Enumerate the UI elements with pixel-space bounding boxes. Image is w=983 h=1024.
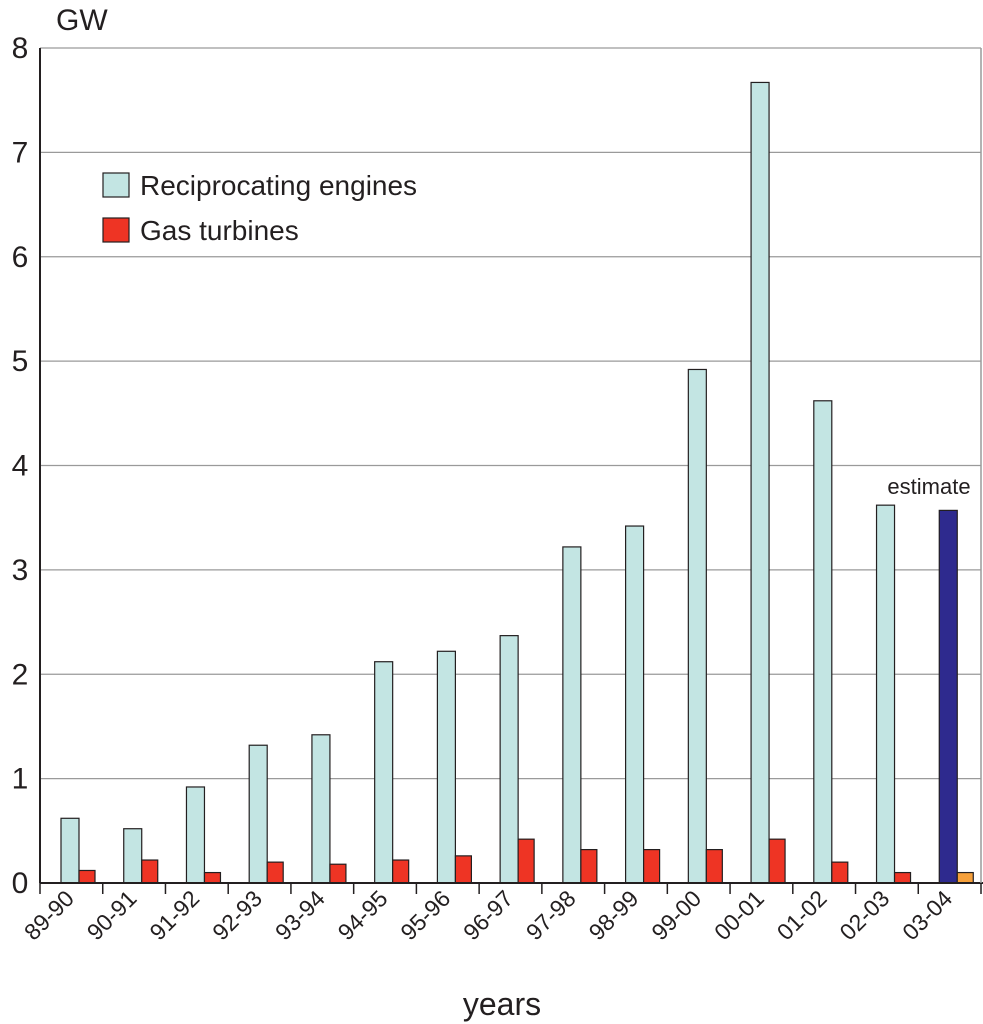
x-tick-label-01-02: 01-02 <box>772 885 832 945</box>
bar-gas-turbines-91-92 <box>203 871 222 884</box>
y-tick-label-8: 8 <box>12 32 29 65</box>
bar-gas-turbines-99-00 <box>705 848 723 884</box>
y-tick-label-2: 2 <box>12 658 29 691</box>
bar-reciprocating-engines-99-00 <box>687 368 707 884</box>
bar-reciprocating-engines-92-93 <box>248 744 268 884</box>
y-unit-label: GW <box>56 4 108 37</box>
legend-label-reciprocating-engines: Reciprocating engines <box>140 170 417 201</box>
y-tick-label-5: 5 <box>12 345 29 378</box>
x-tick-label-90-91: 90-91 <box>82 885 142 945</box>
x-tick-label-97-98: 97-98 <box>521 885 581 945</box>
x-tick-labels: 89-90 90-91 91-92 92-93 93-94 94-95 95-96 96-97… <box>19 885 957 945</box>
axes <box>39 48 983 894</box>
bar-gas-turbines-03-04 <box>956 871 974 884</box>
bar-gas-turbines-97-98 <box>580 848 598 884</box>
bar-reciprocating-engines-90-91 <box>123 828 143 884</box>
x-tick-label-99-00: 99-00 <box>646 885 706 945</box>
x-tick-label-91-92: 91-92 <box>144 885 204 945</box>
bar-gas-turbines-98-99 <box>642 848 661 884</box>
bar-gas-turbines-01-02 <box>831 861 849 884</box>
legend-swatch-gas-turbines <box>102 217 130 243</box>
bar-reciprocating-engines-95-96 <box>436 650 456 884</box>
x-tick-label-93-94: 93-94 <box>270 885 330 945</box>
bar-gas-turbines-92-93 <box>266 861 284 884</box>
bar-gas-turbines-89-90 <box>78 869 96 884</box>
x-tick-label-95-96: 95-96 <box>395 885 455 945</box>
bar-gas-turbines-93-94 <box>329 863 347 884</box>
x-tick-label-94-95: 94-95 <box>333 885 393 945</box>
y-tick-label-1: 1 <box>12 763 29 796</box>
x-tick-label-92-93: 92-93 <box>207 885 267 945</box>
gridlines <box>40 47 981 780</box>
bar-reciprocating-engines-94-95 <box>374 661 394 884</box>
bar-reciprocating-engines-89-90 <box>60 817 80 884</box>
y-tick-label-3: 3 <box>12 554 29 587</box>
bar-reciprocating-engines-02-03 <box>875 504 896 884</box>
estimate-annotation: estimate <box>887 474 970 499</box>
y-tick-label-0: 0 <box>12 867 29 900</box>
legend-label-gas-turbines: Gas turbines <box>140 215 299 246</box>
bar-gas-turbines-95-96 <box>454 855 472 884</box>
bar-reciprocating-engines-03-04 <box>938 509 958 884</box>
bars <box>60 81 974 884</box>
bar-gas-turbines-96-97 <box>517 838 535 884</box>
x-tick-label-00-01: 00-01 <box>709 885 769 945</box>
y-tick-label-4: 4 <box>12 450 29 483</box>
bar-gas-turbines-94-95 <box>392 859 410 884</box>
bar-reciprocating-engines-93-94 <box>311 734 331 884</box>
y-tick-label-6: 6 <box>12 241 29 274</box>
bar-reciprocating-engines-00-01 <box>750 81 770 884</box>
bar-gas-turbines-02-03 <box>893 871 912 884</box>
bar-reciprocating-engines-01-02 <box>813 400 833 884</box>
bar-reciprocating-engines-97-98 <box>562 546 582 884</box>
bar-reciprocating-engines-91-92 <box>185 786 206 884</box>
bar-reciprocating-engines-98-99 <box>624 525 645 884</box>
x-axis-label: years <box>463 986 541 1022</box>
y-tick-labels: 0 1 2 3 4 5 6 7 8 <box>12 32 29 900</box>
legend: Reciprocating engines Gas turbines <box>102 170 417 246</box>
x-tick-label-96-97: 96-97 <box>458 885 518 945</box>
x-tick-label-02-03: 02-03 <box>834 885 894 945</box>
legend-swatch-reciprocating-engines <box>102 172 130 198</box>
x-tick-label-98-99: 98-99 <box>584 885 644 945</box>
y-tick-label-7: 7 <box>12 136 29 169</box>
bar-gas-turbines-00-01 <box>768 838 786 884</box>
x-tick-label-03-04: 03-04 <box>897 885 957 945</box>
bar-gas-turbines-90-91 <box>141 859 159 884</box>
bar-reciprocating-engines-96-97 <box>499 635 519 884</box>
